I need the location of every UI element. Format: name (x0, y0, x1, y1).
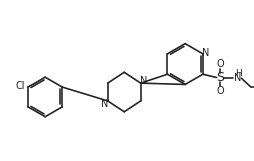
Text: S: S (215, 71, 223, 84)
Text: H: H (234, 69, 241, 78)
Text: Cl: Cl (15, 81, 25, 91)
Text: O: O (215, 86, 223, 96)
Text: N: N (233, 73, 241, 83)
Text: N: N (139, 76, 146, 85)
Text: N: N (101, 99, 108, 109)
Text: O: O (215, 59, 223, 69)
Text: N: N (201, 47, 209, 57)
